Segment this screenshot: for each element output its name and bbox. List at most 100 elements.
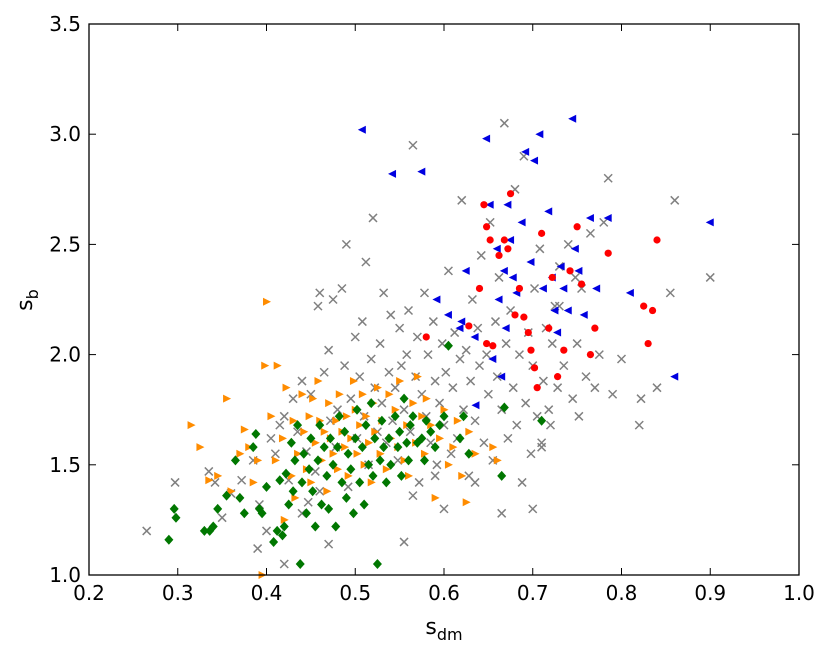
data-point-x — [574, 411, 584, 421]
data-point-x — [343, 482, 353, 492]
data-point-triangle-right — [436, 434, 445, 443]
data-point-x — [599, 217, 609, 227]
data-point-diamond — [284, 499, 294, 510]
data-point-x — [430, 376, 440, 386]
data-point-diamond — [310, 521, 320, 532]
data-point-triangle-right — [422, 394, 431, 403]
data-point-circle — [483, 339, 491, 348]
data-point-x — [634, 420, 644, 430]
data-point-circle — [486, 236, 494, 244]
data-point-x — [535, 244, 545, 254]
data-point-x — [435, 398, 445, 408]
data-point-diamond — [430, 442, 440, 453]
data-point-x — [466, 376, 476, 386]
data-point-triangle-left — [568, 114, 577, 123]
data-point-diamond — [297, 477, 307, 488]
data-point-triangle-right — [236, 449, 245, 458]
data-point-x — [377, 398, 387, 408]
data-point-triangle-right — [431, 493, 440, 502]
data-point-x — [494, 272, 504, 282]
data-point-x — [499, 118, 509, 128]
data-point-diamond — [257, 508, 267, 519]
data-point-triangle-right — [427, 421, 436, 430]
data-point-triangle-left — [482, 134, 491, 143]
data-point-x — [652, 383, 662, 393]
data-point-circle — [560, 346, 568, 354]
data-point-x — [375, 339, 385, 349]
x-tick-label: 0.6 — [428, 581, 460, 605]
data-point-diamond — [390, 411, 400, 422]
data-point-x — [581, 372, 591, 382]
x-axis-label-subscript: dm — [437, 625, 463, 644]
data-point-x — [340, 361, 350, 371]
data-point-diamond — [443, 340, 453, 351]
data-point-diamond — [343, 448, 353, 459]
data-point-triangle-right — [254, 456, 263, 465]
data-point-x — [490, 317, 501, 327]
data-point-x — [390, 383, 400, 393]
data-point-triangle-right — [344, 471, 353, 480]
data-point-triangle-right — [458, 471, 467, 480]
data-point-diamond — [208, 521, 218, 532]
data-point-circle — [533, 384, 541, 392]
data-point-triangle-left — [457, 317, 466, 326]
data-point-triangle-right — [465, 427, 474, 436]
data-point-diamond — [404, 455, 413, 466]
data-point-triangle-left — [461, 266, 470, 275]
data-point-triangle-right — [307, 478, 316, 487]
data-point-triangle-right — [271, 456, 280, 465]
data-point-x — [368, 213, 378, 223]
data-point-x — [450, 328, 460, 338]
data-point-x — [570, 272, 580, 282]
data-point-triangle-left — [592, 284, 601, 293]
plot-frame — [88, 23, 800, 576]
data-point-x — [261, 526, 272, 536]
data-point-diamond — [322, 470, 332, 481]
data-point-x — [170, 477, 180, 487]
data-point-x — [288, 394, 298, 404]
data-point-triangle-left — [443, 310, 452, 319]
data-point-triangle-left — [550, 306, 559, 315]
data-point-triangle-right — [489, 443, 498, 452]
y-tick-label: 3.5 — [49, 12, 81, 36]
data-point-circle — [586, 351, 595, 359]
data-point-diamond — [293, 420, 303, 431]
data-point-x — [545, 420, 556, 430]
data-point-triangle-left — [503, 200, 512, 209]
data-point-triangle-left — [579, 310, 588, 319]
y-tick-label: 2.5 — [49, 232, 81, 256]
data-point-diamond — [421, 415, 431, 426]
data-point-diamond — [370, 433, 380, 444]
data-point-triangle-left — [432, 295, 441, 304]
data-point-diamond — [306, 433, 316, 444]
data-point-circle — [511, 311, 519, 319]
data-point-x — [270, 449, 280, 459]
data-point-triangle-left — [455, 324, 464, 333]
data-point-triangle-right — [267, 412, 276, 421]
data-point-diamond — [372, 558, 382, 569]
data-point-diamond — [368, 470, 378, 481]
data-point-circle — [640, 302, 648, 310]
data-point-x — [408, 491, 418, 501]
data-point-x — [419, 288, 430, 298]
data-point-triangle-left — [625, 288, 634, 297]
data-point-triangle-left — [530, 156, 539, 165]
data-point-x — [461, 345, 471, 355]
data-point-x — [328, 294, 338, 305]
data-point-x — [414, 477, 424, 487]
data-point-x — [665, 288, 675, 298]
data-point-triangle-right — [405, 471, 413, 480]
data-point-triangle-right — [314, 377, 323, 386]
data-point-x — [396, 361, 406, 371]
data-point-triangle-left — [501, 324, 510, 333]
data-point-triangle-left — [705, 218, 714, 227]
data-point-x — [441, 367, 451, 377]
data-point-diamond — [384, 433, 394, 444]
data-point-diamond — [537, 415, 547, 426]
data-point-x — [423, 350, 433, 360]
data-point-diamond — [301, 508, 311, 519]
data-point-triangle-right — [332, 416, 341, 425]
data-point-triangle-left — [553, 328, 562, 337]
data-point-x — [355, 372, 365, 382]
data-point-triangle-right — [342, 412, 351, 421]
